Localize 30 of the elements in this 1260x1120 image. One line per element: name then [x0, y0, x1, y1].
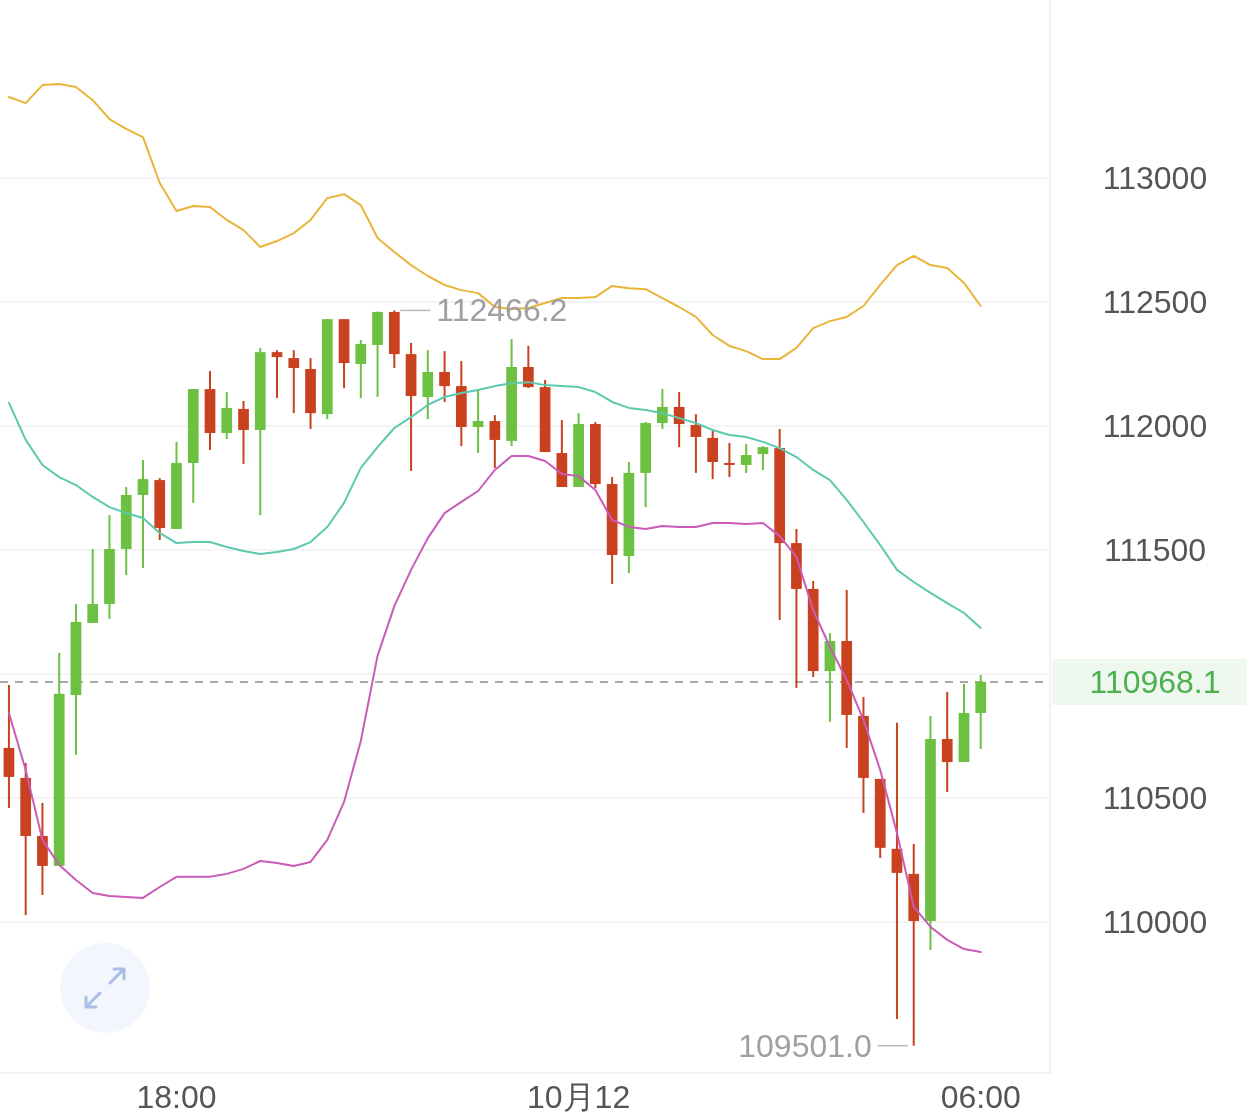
annotation: 112466.2: [436, 292, 568, 329]
y-tick-label: 112500: [1102, 284, 1208, 321]
x-tick-label: 06:00: [940, 1079, 1021, 1115]
candlestick: [522, 344, 534, 390]
y-tick-label: 111500: [1103, 532, 1207, 569]
line-series: [7, 83, 982, 361]
candlestick: [757, 445, 769, 471]
candlestick: [489, 414, 501, 469]
candlestick: [472, 388, 484, 455]
candlestick: [941, 690, 953, 794]
ref-line-label: 110968.1: [1089, 663, 1221, 700]
candlestick: [690, 413, 702, 474]
x-tick-label: 10月12: [527, 1079, 631, 1115]
candlestick: [238, 399, 249, 465]
y-tick-label: 110000: [1102, 903, 1208, 940]
candlestick: [724, 441, 735, 479]
candlestick: [87, 548, 99, 624]
annotation: 109501.0: [738, 1027, 872, 1064]
y-tick-label: 112000: [1102, 408, 1208, 445]
x-tick-label: 18:00: [136, 1079, 217, 1115]
candlestick: [673, 391, 685, 449]
candlestick: [740, 442, 752, 474]
candlestick: [288, 349, 300, 415]
y-tick-label: 110500: [1102, 779, 1208, 816]
line-series: [7, 455, 982, 953]
y-tick-label: 113000: [1102, 160, 1208, 197]
candlestick: [271, 349, 283, 399]
candlestick: [355, 338, 367, 399]
candlestick: [137, 459, 149, 569]
candlestick: [439, 350, 450, 403]
